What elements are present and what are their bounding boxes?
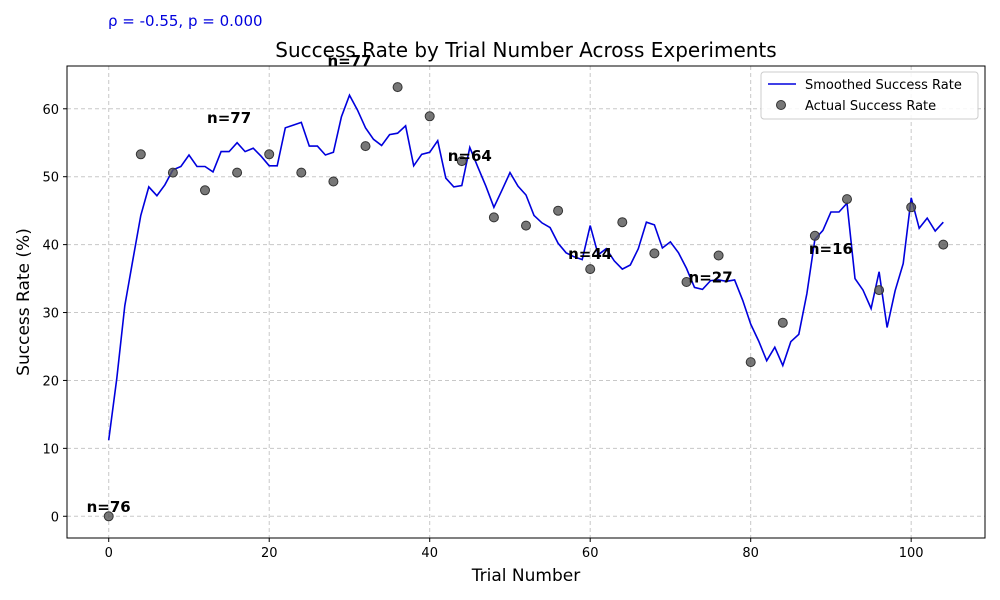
- x-ticks: 0 20 40 60 80 100: [105, 538, 924, 561]
- x-tick-label: 60: [582, 546, 599, 561]
- x-tick-label: 40: [421, 546, 438, 561]
- x-tick-label: 100: [899, 546, 924, 561]
- scatter-point: [777, 317, 788, 328]
- y-axis-label: Success Rate (%): [14, 228, 34, 376]
- scatter-point: [617, 217, 628, 228]
- scatter-point: [713, 250, 724, 261]
- legend-marker-swatch: [776, 100, 786, 110]
- series-line-smoothed: [107, 93, 944, 441]
- x-axis-label: Trial Number: [471, 566, 580, 586]
- correlation-annotation: ρ = -0.55, p = 0.000: [108, 12, 263, 30]
- scatter-point: [553, 205, 564, 216]
- sample-size-label: n=77: [207, 109, 251, 127]
- scatter-point: [938, 239, 949, 250]
- y-tick-label: 40: [42, 239, 59, 254]
- y-tick-label: 60: [42, 103, 59, 118]
- y-tick-label: 0: [51, 510, 59, 525]
- sample-size-label: n=27: [689, 269, 733, 287]
- legend-label-actual: Actual Success Rate: [805, 99, 936, 114]
- y-tick-label: 20: [42, 374, 59, 389]
- scatter-point: [585, 264, 596, 275]
- sample-size-label: n=16: [809, 240, 853, 258]
- x-tick-label: 20: [261, 546, 278, 561]
- scatter-point: [296, 167, 307, 178]
- scatter-point: [200, 185, 210, 196]
- scatter-point: [874, 285, 885, 296]
- sample-size-label: n=76: [87, 498, 131, 516]
- scatter-point: [456, 156, 467, 167]
- scatter-point: [809, 230, 820, 241]
- sample-size-labels: n=76n=77n=77n=64n=44n=27n=16: [87, 52, 853, 516]
- scatter-point: [681, 277, 692, 287]
- legend: Smoothed Success Rate Actual Success Rat…: [760, 71, 979, 120]
- sample-size-label: n=64: [448, 147, 492, 165]
- scatter-point: [264, 149, 275, 160]
- scatter-point: [103, 511, 114, 522]
- chart-title: Success Rate by Trial Number Across Expe…: [275, 38, 776, 62]
- legend-label-smoothed: Smoothed Success Rate: [805, 78, 962, 93]
- scatter-point: [232, 167, 243, 178]
- y-tick-label: 10: [42, 442, 59, 457]
- scatter-point: [906, 202, 917, 213]
- scatter-point: [649, 248, 660, 259]
- scatter-point: [167, 167, 178, 178]
- x-tick-label: 0: [105, 546, 113, 561]
- scatter-point: [360, 141, 371, 152]
- scatter-point: [135, 149, 146, 160]
- scatter-point: [328, 176, 339, 187]
- y-tick-label: 30: [42, 307, 59, 322]
- scatter-point: [424, 111, 435, 122]
- sample-size-label: n=44: [568, 245, 612, 263]
- scatter-point: [745, 357, 756, 368]
- scatter-point: [392, 82, 403, 93]
- scatter-point: [521, 220, 531, 231]
- scatter-point: [842, 194, 852, 205]
- y-tick-label: 50: [42, 171, 59, 186]
- legend-box: [760, 71, 979, 120]
- scatter-point: [488, 212, 499, 223]
- scatter-points: [103, 82, 949, 522]
- y-ticks: 0 10 20 30 40 50 60: [42, 103, 67, 525]
- plot-frame: [66, 65, 986, 539]
- x-tick-label: 80: [742, 546, 759, 561]
- grid: [67, 66, 985, 538]
